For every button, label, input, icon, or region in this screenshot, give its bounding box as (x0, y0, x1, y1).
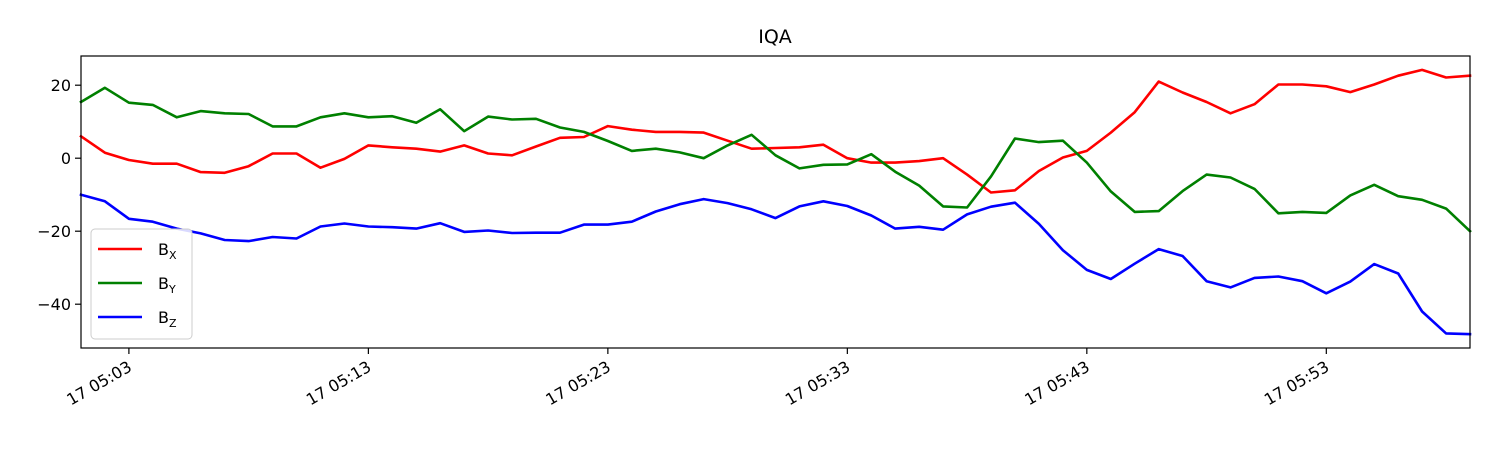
y-tick-label: 0 (61, 149, 71, 168)
y-tick-label: 20 (51, 76, 71, 95)
y-tick-label: −40 (37, 295, 71, 314)
x-tick-label: 17 05:03 (63, 357, 134, 409)
chart-title: IQA (758, 26, 792, 48)
series-line-by (79, 86, 1472, 234)
series-line-bx (79, 68, 1472, 194)
y-tick-label: −20 (37, 222, 71, 241)
x-axis: 17 05:03 17 05:13 17 05:23 17 05:33 17 05:43… (63, 348, 1332, 409)
x-tick-label: 17 05:33 (782, 357, 853, 409)
x-tick-label: 17 05:43 (1021, 357, 1092, 409)
plot-frame (80, 55, 1471, 349)
series-line-bz (79, 193, 1472, 336)
x-tick-label: 17 05:23 (542, 357, 613, 409)
y-axis: 20 0 −20 −40 (37, 76, 81, 314)
x-tick-label: 17 05:53 (1261, 357, 1332, 409)
x-tick-label: 17 05:13 (303, 357, 374, 409)
